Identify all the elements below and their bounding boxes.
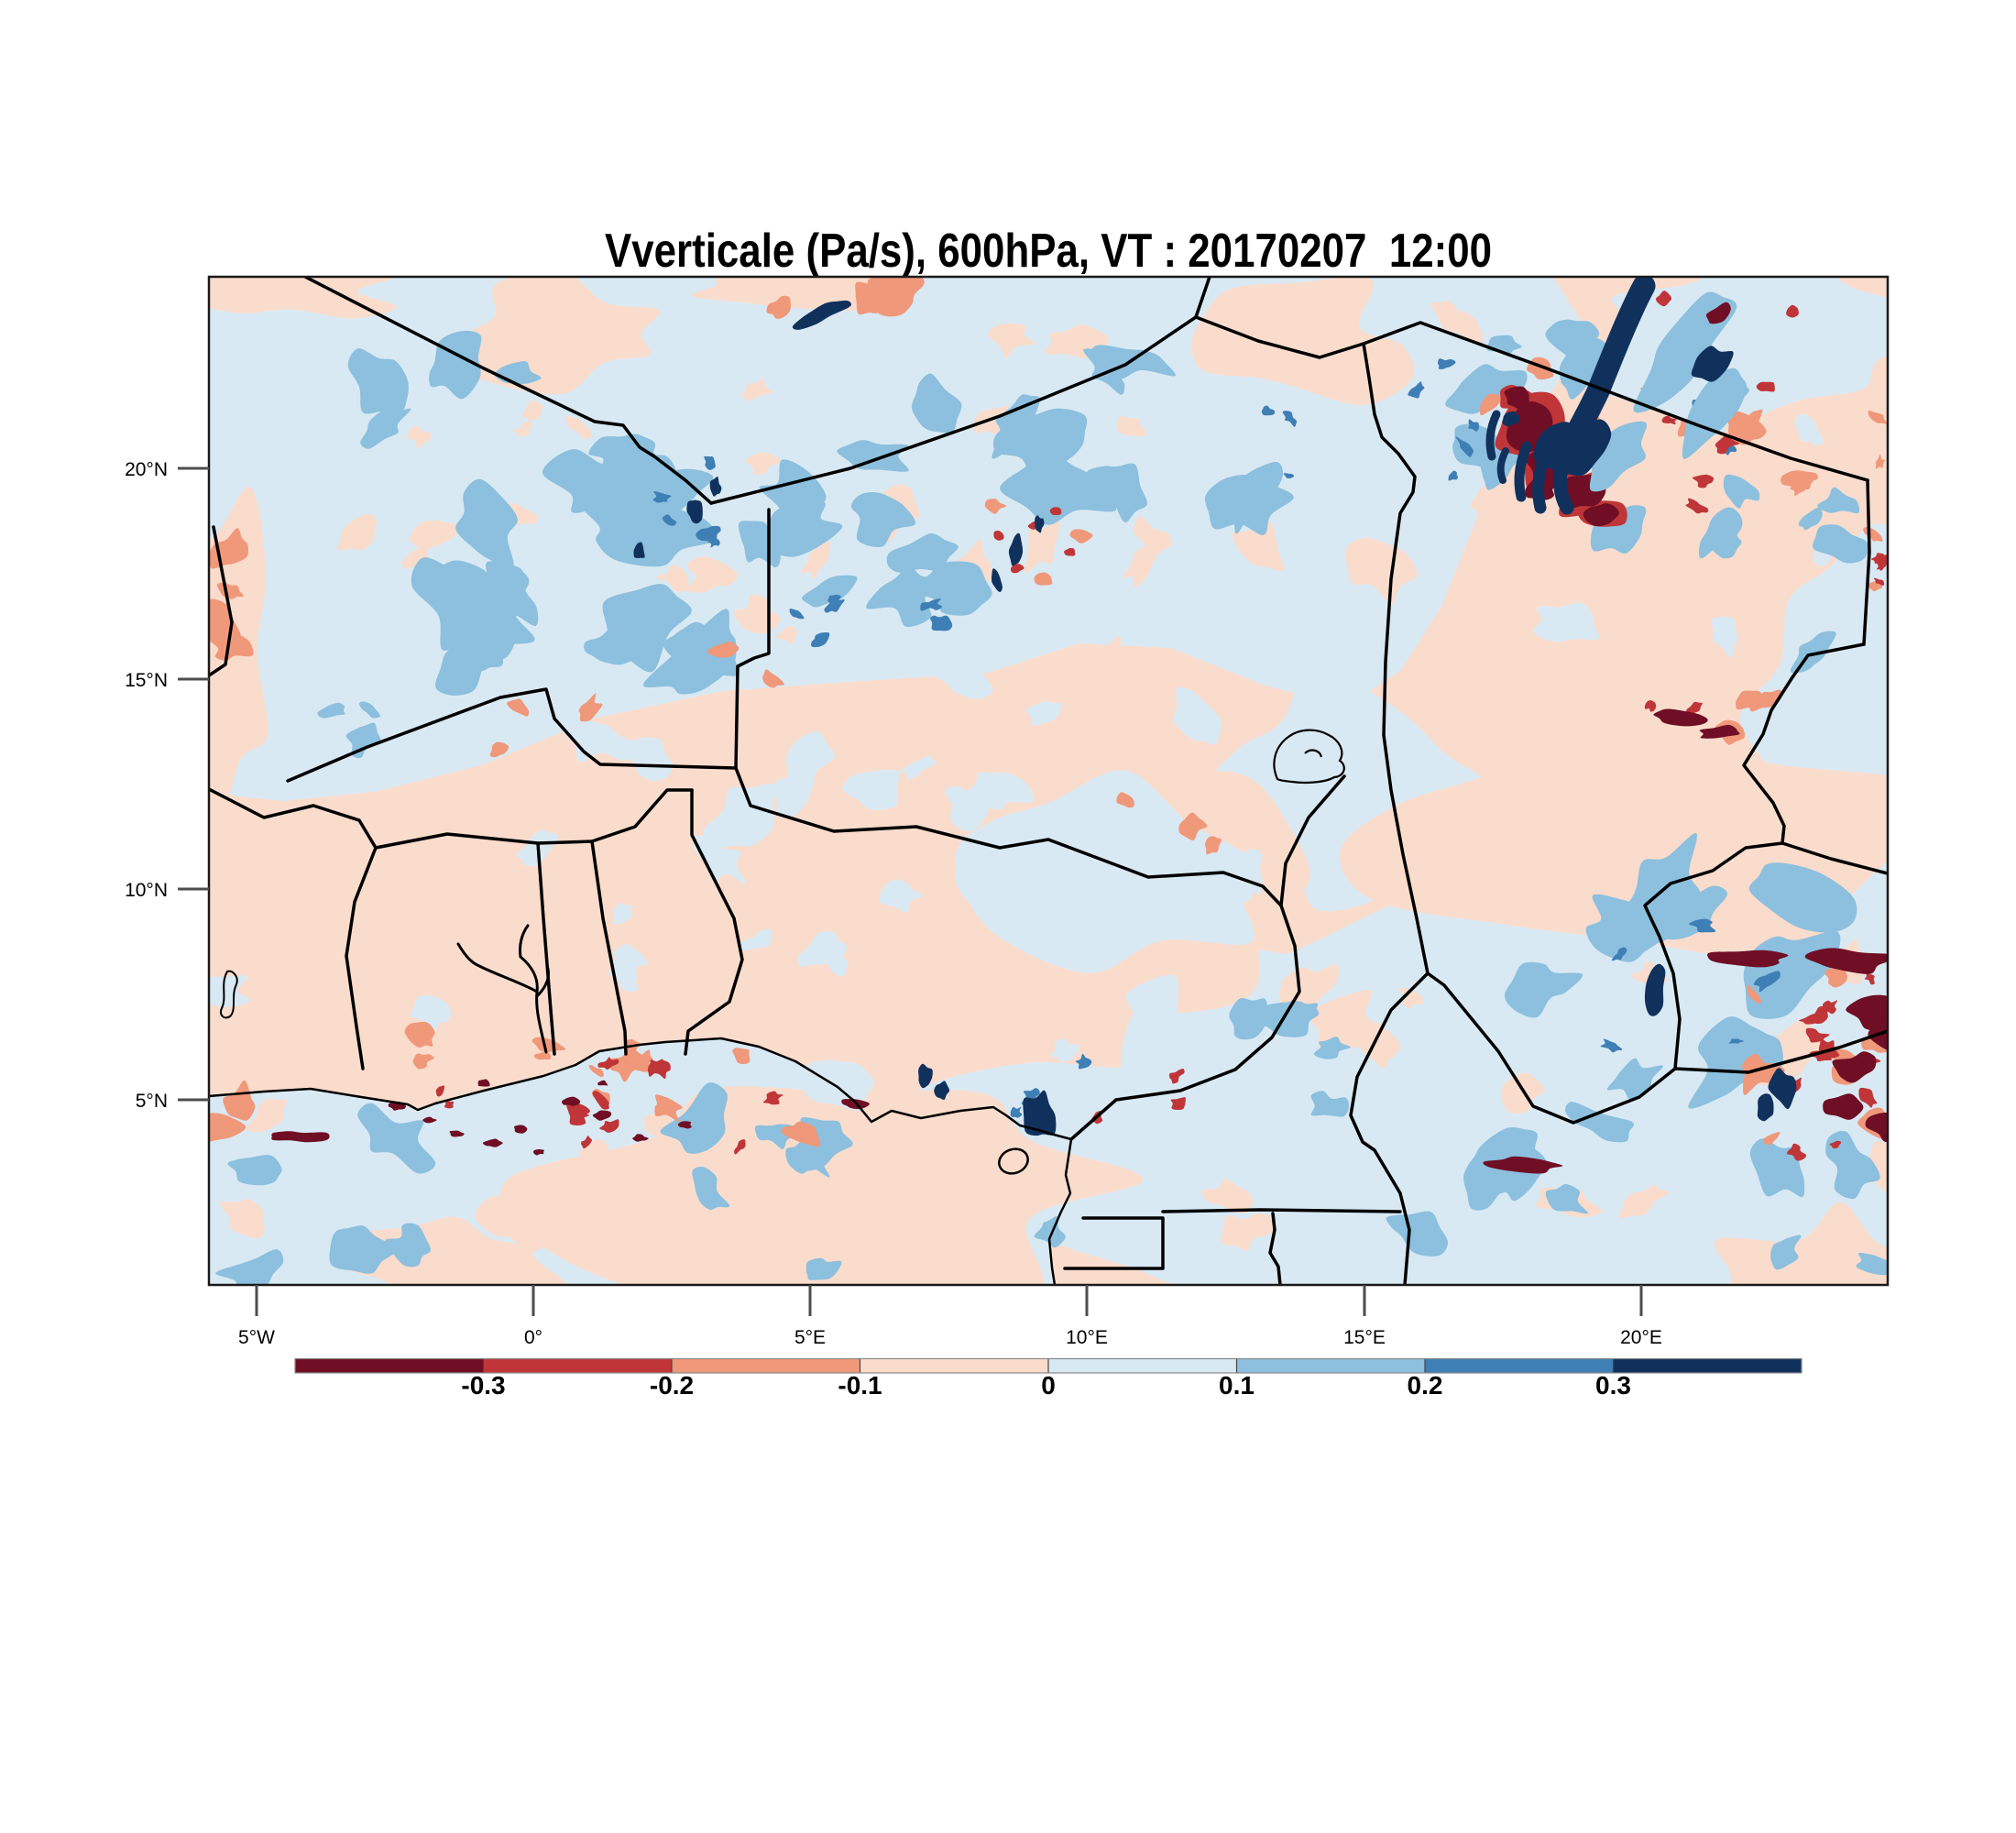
svg-text:15°N: 15°N <box>125 670 168 691</box>
svg-text:5°W: 5°W <box>238 1327 275 1348</box>
svg-text:-0.2: -0.2 <box>650 1371 694 1399</box>
svg-text:5°E: 5°E <box>794 1327 826 1348</box>
svg-text:0.2: 0.2 <box>1408 1371 1443 1399</box>
svg-text:Vverticale (Pa/s), 600hPa, VT: Vverticale (Pa/s), 600hPa, VT : 20170207… <box>605 225 1492 278</box>
svg-text:0°: 0° <box>524 1327 542 1348</box>
svg-text:20°N: 20°N <box>125 459 168 480</box>
svg-text:0.1: 0.1 <box>1219 1371 1255 1399</box>
svg-text:-0.1: -0.1 <box>838 1371 882 1399</box>
svg-text:0: 0 <box>1041 1371 1056 1399</box>
svg-text:-0.3: -0.3 <box>461 1371 505 1399</box>
svg-text:10°N: 10°N <box>125 880 168 901</box>
svg-text:5°N: 5°N <box>136 1091 168 1112</box>
svg-text:15°E: 15°E <box>1343 1327 1386 1348</box>
svg-text:20°E: 20°E <box>1620 1327 1662 1348</box>
svg-text:10°E: 10°E <box>1066 1327 1108 1348</box>
svg-text:0.3: 0.3 <box>1595 1371 1631 1399</box>
